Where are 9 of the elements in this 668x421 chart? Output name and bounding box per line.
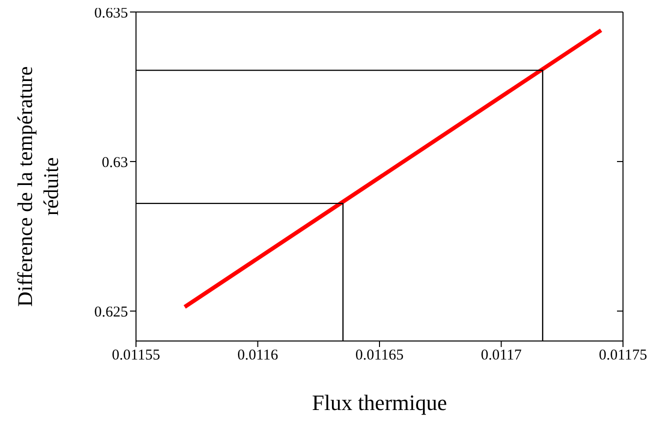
x-axis-title: Flux thermique (312, 390, 448, 415)
y-tick-label: 0.625 (94, 304, 128, 320)
y-tick-label: 0.63 (102, 154, 128, 171)
x-tick-label: 0.01165 (355, 348, 404, 364)
y-axis-title: Difference de la température réduite (13, 66, 63, 307)
x-tick-label: 0.01175 (598, 348, 648, 364)
x-tick-label: 0.0117 (480, 348, 522, 364)
x-tick-label: 0.0116 (237, 348, 279, 364)
x-tick-label: 0.01155 (112, 348, 160, 364)
